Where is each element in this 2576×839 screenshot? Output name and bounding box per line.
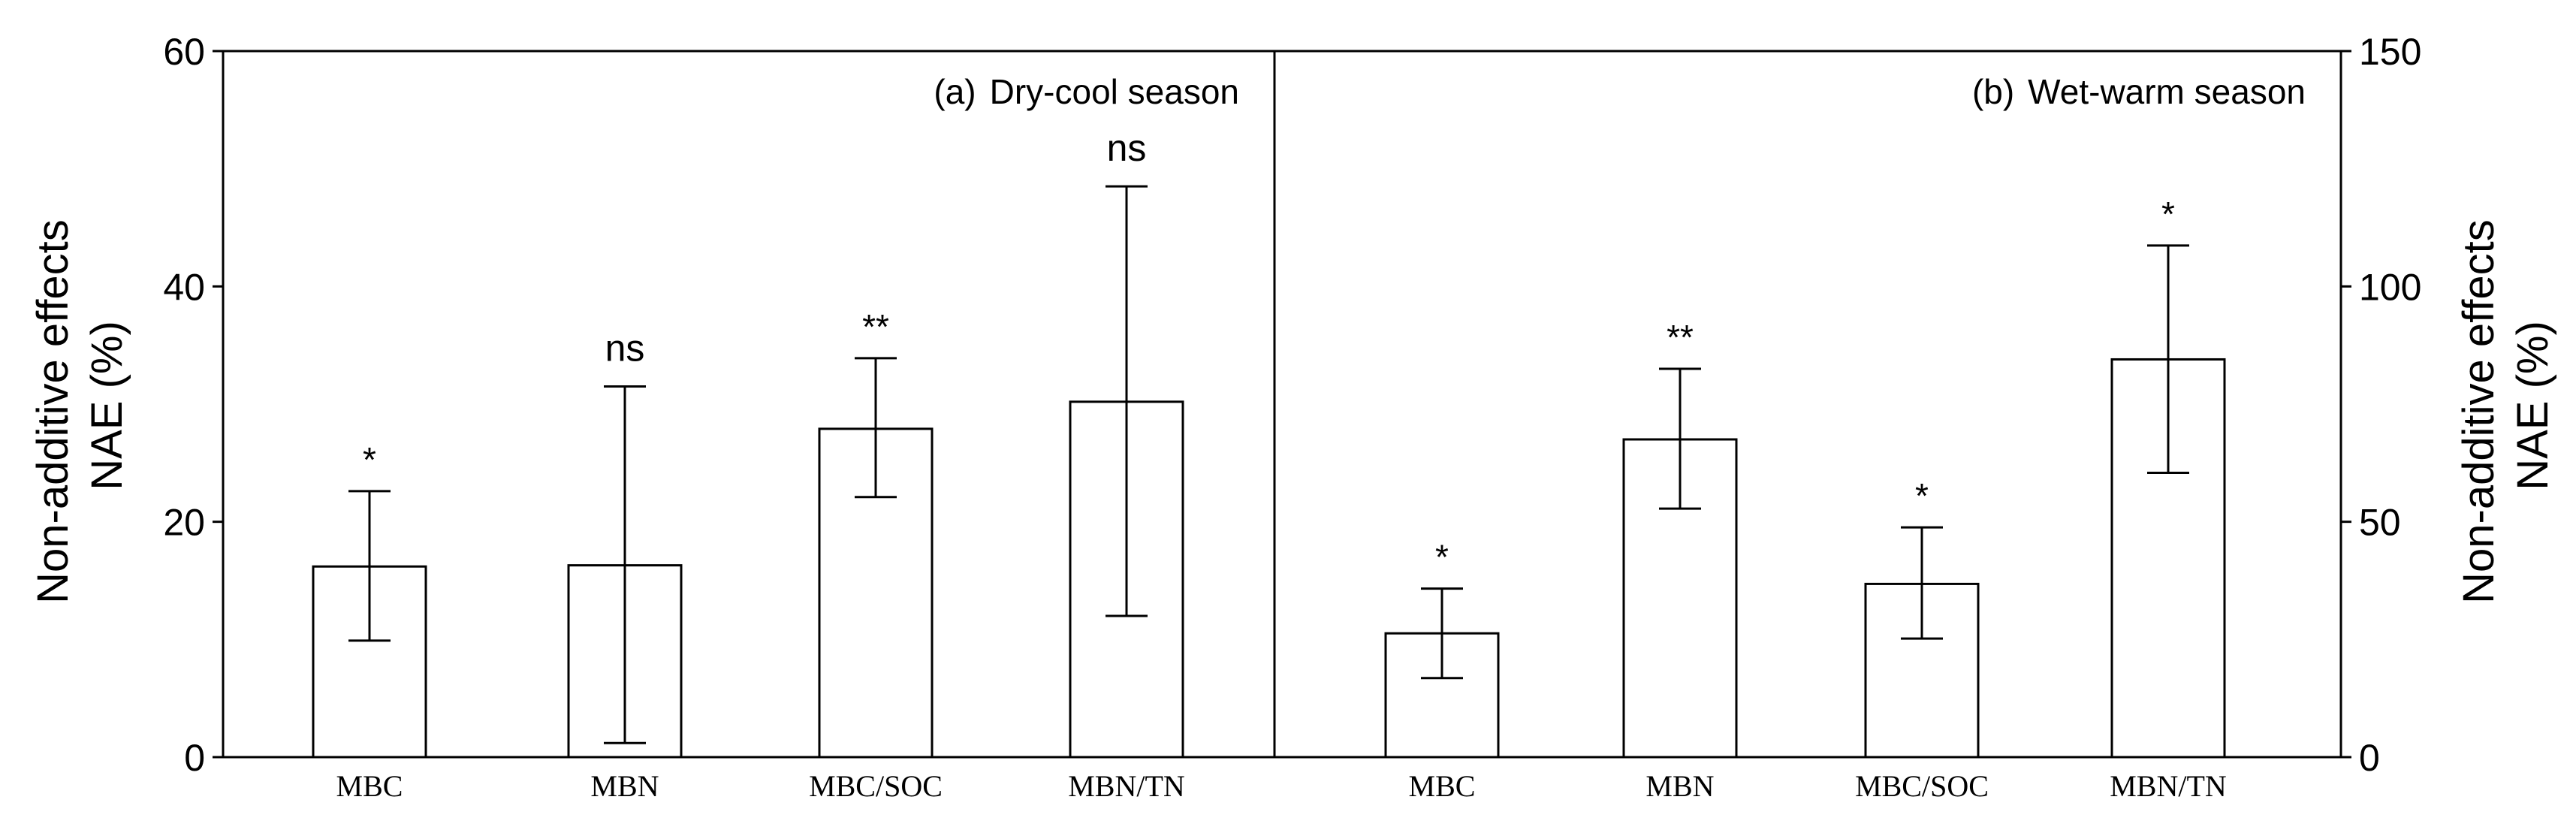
- panel-a-xtick-label: MBN: [590, 769, 659, 803]
- left-y-axis-title-line1: Non-additive effects: [29, 219, 77, 604]
- left-y-axis-title: Non-additive effects NAE (%): [29, 207, 131, 604]
- panel-b-xtick-label: MBN/TN: [2110, 769, 2227, 803]
- panel-a-xtick-label: MBN/TN: [1068, 769, 1185, 803]
- panel-a-significance-label: ns: [605, 327, 645, 370]
- right-y-axis-title-line2: NAE (%): [2508, 321, 2557, 490]
- panel-a-label: (a): [934, 72, 976, 111]
- panel-b-ytick-label: 100: [2359, 266, 2421, 308]
- panel-b-title: (b) Wet-warm season: [1972, 72, 2306, 111]
- panel-a-xtick-label: MBC: [336, 769, 403, 803]
- panel-a-significance-label: **: [862, 307, 889, 346]
- panel-b-label: (b): [1972, 72, 2014, 111]
- panel-b-xtick-label: MBN: [1645, 769, 1714, 803]
- panel-a-season: Dry-cool season: [990, 72, 1239, 111]
- panel-b-xtick-label: MBC/SOC: [1855, 769, 1989, 803]
- panel-a-significance-label: ns: [1107, 127, 1147, 169]
- left-y-axis-title-line2: NAE (%): [83, 321, 131, 490]
- right-y-axis-title: Non-additive effects NAE (%): [2454, 207, 2557, 604]
- panel-b-xtick-label: MBC: [1409, 769, 1476, 803]
- panel-a-significance-label: *: [363, 440, 376, 479]
- panel-a-ytick-label: 20: [163, 502, 205, 544]
- chart-marks: 0204060*MBCnsMBN**MBC/SOCnsMBN/TN0501001…: [163, 31, 2421, 803]
- panel-a-ytick-label: 40: [163, 266, 205, 308]
- panel-b-season: Wet-warm season: [2028, 72, 2306, 111]
- panel-b-significance-label: *: [1435, 538, 1449, 577]
- panel-a-xtick-label: MBC/SOC: [809, 769, 943, 803]
- panel-b-ytick-label: 50: [2359, 502, 2401, 544]
- panel-a-ytick-label: 60: [163, 31, 205, 73]
- panel-b-significance-label: *: [1915, 476, 1929, 515]
- panel-b-significance-label: *: [2161, 195, 2175, 234]
- panel-a-title: (a) Dry-cool season: [934, 72, 1239, 111]
- right-y-axis-title-line1: Non-additive effects: [2454, 219, 2503, 604]
- panel-b-ytick-label: 150: [2359, 31, 2421, 73]
- panel-b-ytick-label: 0: [2359, 737, 2380, 779]
- panel-a-ytick-label: 0: [184, 737, 205, 779]
- panel-b-significance-label: **: [1667, 318, 1694, 357]
